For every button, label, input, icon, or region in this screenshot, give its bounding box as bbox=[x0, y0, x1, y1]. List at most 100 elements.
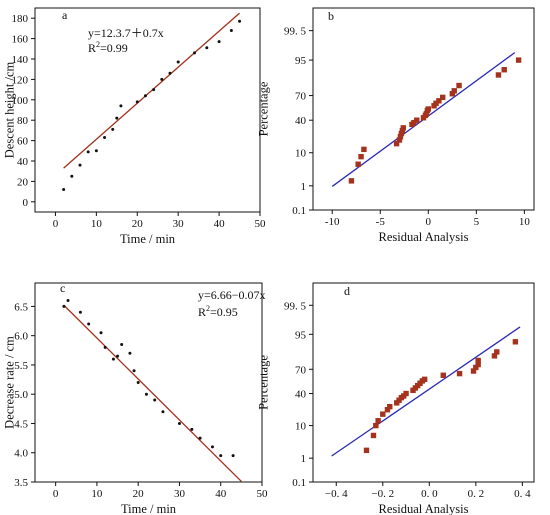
x-tick-label: 0 bbox=[53, 488, 59, 500]
data-point bbox=[440, 94, 446, 101]
y-tick-label: 100 bbox=[12, 95, 29, 107]
x-tick-label: 0 bbox=[426, 216, 432, 228]
data-point bbox=[373, 422, 379, 429]
panel-label: c bbox=[60, 281, 65, 295]
data-point bbox=[411, 119, 417, 126]
panel-label: b bbox=[328, 9, 334, 23]
data-point bbox=[229, 28, 233, 32]
data-point bbox=[120, 342, 124, 346]
data-point bbox=[436, 98, 442, 104]
y-tick-label: 70 bbox=[295, 91, 307, 103]
data-point bbox=[473, 364, 479, 371]
data-point bbox=[421, 376, 428, 383]
x-tick-label: -10 bbox=[325, 216, 340, 228]
x-tick-label: 40 bbox=[214, 218, 226, 230]
y-tick-label: 1 bbox=[301, 181, 307, 193]
x-tick-label: 10 bbox=[91, 488, 103, 500]
data-point bbox=[135, 100, 139, 104]
fit-line bbox=[331, 326, 521, 457]
y-tick-label: 180 bbox=[12, 13, 29, 25]
data-point bbox=[384, 407, 391, 413]
y-tick-label: 5.0 bbox=[14, 389, 28, 401]
data-point bbox=[132, 369, 136, 373]
y-axis-label: Decrease rate / cm bbox=[2, 336, 16, 429]
data-point bbox=[375, 418, 381, 424]
data-point bbox=[160, 77, 164, 81]
data-point bbox=[494, 349, 500, 355]
data-point bbox=[177, 421, 181, 425]
x-axis-label: Time / min bbox=[121, 502, 177, 515]
data-point bbox=[449, 91, 456, 97]
data-point bbox=[238, 19, 242, 23]
data-point bbox=[190, 427, 194, 431]
data-point bbox=[491, 353, 498, 359]
y-tick-label: 0.1 bbox=[292, 477, 306, 489]
x-tick-label: 0 bbox=[53, 218, 59, 230]
equation-label: y=12.3.7＋0.7x bbox=[88, 26, 164, 40]
data-point bbox=[440, 372, 446, 378]
x-tick-label: 0. 2 bbox=[468, 488, 485, 500]
data-point bbox=[176, 60, 180, 64]
x-tick-label: 30 bbox=[173, 218, 185, 230]
data-point bbox=[397, 133, 404, 140]
y-tick-label: 40 bbox=[17, 156, 29, 168]
y-tick-label: 99. 5 bbox=[284, 300, 307, 312]
x-tick-label: 50 bbox=[255, 218, 267, 230]
data-point bbox=[219, 454, 223, 458]
y-axis-label: Descent height /cm bbox=[2, 61, 16, 158]
data-point bbox=[400, 125, 407, 131]
y-axis-label: Percentage bbox=[256, 81, 270, 136]
y-tick-label: 5.5 bbox=[14, 360, 28, 372]
plot-frame bbox=[312, 7, 535, 211]
data-point bbox=[393, 140, 400, 147]
data-point bbox=[70, 174, 74, 178]
data-point bbox=[512, 339, 519, 345]
data-point bbox=[210, 445, 214, 449]
plot-frame bbox=[34, 7, 261, 213]
data-point bbox=[136, 381, 140, 384]
panel-d: −0. 4 −0. 2 0. 0 0. 2 0. 4 0.1 1 10 40 70 95 99. 5 R… bbox=[256, 282, 535, 515]
data-point bbox=[144, 392, 148, 396]
plot-frame bbox=[34, 282, 263, 483]
y-tick-label: 4.0 bbox=[14, 448, 28, 460]
y-tick-label: 60 bbox=[17, 136, 29, 148]
data-point bbox=[423, 111, 430, 117]
data-point bbox=[62, 188, 66, 192]
data-point bbox=[398, 130, 405, 137]
panel-label: a bbox=[62, 8, 68, 22]
x-tick-label: 20 bbox=[133, 488, 145, 500]
data-point bbox=[111, 127, 115, 131]
y-tick-label: 6.5 bbox=[14, 301, 28, 313]
data-point bbox=[217, 40, 221, 44]
y-tick-label: 1 bbox=[301, 453, 307, 465]
y-tick-label: 120 bbox=[12, 74, 29, 86]
y-tick-label: 10 bbox=[295, 148, 307, 160]
x-tick-label: −0. 2 bbox=[371, 488, 394, 500]
y-tick-label: 3.5 bbox=[14, 477, 28, 489]
data-point bbox=[515, 57, 522, 63]
y-tick-label: 10 bbox=[295, 421, 307, 433]
x-tick-label: 5 bbox=[474, 216, 480, 228]
y-tick-label: 40 bbox=[295, 389, 307, 401]
data-point bbox=[475, 361, 481, 368]
y-tick-label: 0.1 bbox=[292, 205, 306, 217]
y-tick-label: 95 bbox=[295, 55, 307, 67]
panel-b: -10 -5 0 5 10 0.1 1 10 40 70 95 99. 5 Residual Analy… bbox=[256, 7, 535, 244]
data-point bbox=[205, 46, 209, 50]
y-tick-label: 20 bbox=[17, 176, 29, 188]
y-tick-label: 0 bbox=[23, 197, 29, 209]
data-point bbox=[403, 390, 409, 397]
y-tick-label: 4.5 bbox=[14, 418, 28, 430]
y-axis-label: Percentage bbox=[256, 355, 270, 410]
data-point bbox=[128, 351, 132, 355]
data-point bbox=[99, 331, 103, 335]
y-tick-label: 6.0 bbox=[14, 331, 28, 343]
y-tick-label: 140 bbox=[12, 54, 29, 66]
equation-label: y=6.66−0.07x bbox=[198, 288, 266, 302]
data-point bbox=[231, 454, 235, 458]
data-point bbox=[111, 357, 115, 361]
data-point bbox=[103, 345, 107, 349]
data-point bbox=[363, 447, 370, 454]
data-point bbox=[425, 106, 432, 112]
